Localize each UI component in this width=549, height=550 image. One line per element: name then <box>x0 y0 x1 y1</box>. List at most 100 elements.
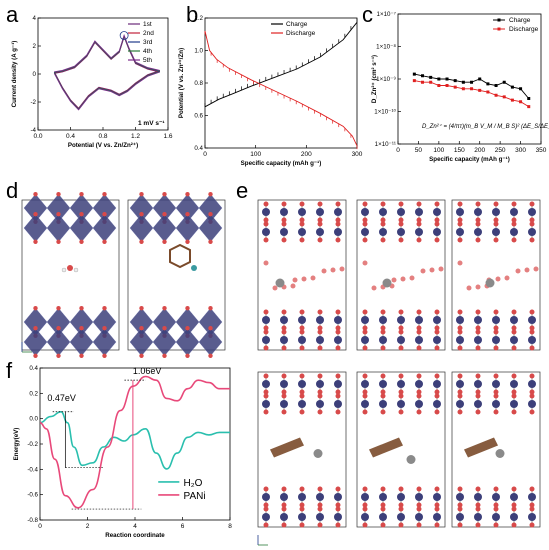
oxygen-atom <box>457 237 463 243</box>
vanadium-atom <box>262 400 270 408</box>
vanadium-atom <box>528 208 536 216</box>
vo6-octahedron <box>198 213 223 243</box>
oxygen-atom <box>398 217 404 223</box>
oxygen-atom <box>493 373 499 379</box>
oxygen-atom <box>529 325 535 331</box>
oxygen-atom <box>434 221 440 227</box>
vanadium-atom <box>456 513 464 521</box>
vanadium-atom <box>298 336 306 344</box>
oxygen-atom <box>493 345 499 351</box>
water-oxygen <box>330 267 336 273</box>
oxygen-atom <box>475 217 481 223</box>
vanadium-atom <box>280 208 288 216</box>
diffusion-point-charge <box>486 82 490 86</box>
panel-label-b: b <box>186 2 198 27</box>
vanadium-atom <box>361 208 369 216</box>
oxygen-atom <box>317 201 323 207</box>
vanadium-atom <box>298 380 306 388</box>
oxygen-atom <box>529 486 535 492</box>
legend-label: 4th <box>143 48 152 55</box>
vanadium-atom <box>316 228 324 236</box>
oxygen-atom <box>263 389 269 395</box>
y-tick-label: -2 <box>30 99 36 106</box>
oxygen-atom <box>398 309 404 315</box>
oxygen-atom <box>299 506 305 512</box>
vanadium-atom <box>262 336 270 344</box>
vanadium-atom <box>528 380 536 388</box>
oxygen-atom <box>511 486 517 492</box>
oxygen-atom <box>529 345 535 351</box>
oxygen-atom <box>434 345 440 351</box>
hydrogen-atom <box>73 267 79 273</box>
oxygen-atom <box>416 373 422 379</box>
oxygen-atom <box>317 486 323 492</box>
x-tick-label: 1.6 <box>163 133 172 140</box>
barrier-label-h2o: 0.47eV <box>47 393 76 403</box>
oxygen-atom <box>511 409 517 415</box>
oxygen-atom <box>457 217 463 223</box>
oxygen-atom <box>299 393 305 399</box>
diffusion-point-discharge <box>445 84 449 87</box>
y-axis-label: D_Zn²⁺ (cm² s⁻¹) <box>371 55 378 103</box>
y-tick-label: 0.4 <box>29 365 38 372</box>
oxygen-atom <box>299 409 305 415</box>
water-oxygen <box>310 275 316 281</box>
chart-c: 0 50 100 150 200 250 300 350 1×10⁻¹¹ 1×10⁻¹⁰ 1×10⁻… <box>371 11 549 163</box>
oxygen-atom <box>317 221 323 227</box>
oxygen-atom <box>493 217 499 223</box>
oxygen-atom <box>511 201 517 207</box>
oxygen-atom <box>208 192 213 197</box>
vanadium-atom <box>415 513 423 521</box>
diffusion-point-charge <box>527 97 531 100</box>
oxygen-atom <box>102 326 107 331</box>
oxygen-atom <box>362 486 368 492</box>
cv-curve-cycle-5 <box>54 34 161 73</box>
vanadium-atom <box>334 493 342 501</box>
oxygen-atom <box>511 237 517 243</box>
oxygen-atom <box>335 309 341 315</box>
oxygen-atom <box>263 201 269 207</box>
vo6-octahedron <box>23 213 48 243</box>
water-oxygen <box>466 285 472 291</box>
oxygen-atom <box>362 221 368 227</box>
x-tick-label: 200 <box>474 147 485 154</box>
y-tick-label: 0.4 <box>194 145 203 152</box>
oxygen-atom <box>493 237 499 243</box>
oxygen-atom <box>416 522 422 528</box>
oxygen-atom <box>362 309 368 315</box>
water-oxygen <box>371 285 377 291</box>
vanadium-atom <box>397 316 405 324</box>
energy-curve-h2o <box>39 410 230 470</box>
oxygen-atom <box>263 486 269 492</box>
zinc-ion <box>382 278 392 288</box>
oxygen-atom <box>434 486 440 492</box>
oxygen-atom <box>281 502 287 508</box>
oxygen-atom <box>380 502 386 508</box>
oxygen-atom <box>398 409 404 415</box>
oxygen-atom <box>317 237 323 243</box>
oxygen-atom <box>56 212 61 217</box>
oxygen-atom <box>434 389 440 395</box>
oxygen-atom <box>299 325 305 331</box>
vanadium-atom <box>433 228 441 236</box>
vanadium-atom <box>361 316 369 324</box>
water-oxygen <box>290 283 296 289</box>
water-oxygen <box>362 260 368 266</box>
oxygen-atom <box>335 345 341 351</box>
oxygen-atom <box>185 239 190 244</box>
oxygen-atom <box>475 237 481 243</box>
vanadium-atom <box>316 400 324 408</box>
oxygen-atom <box>380 389 386 395</box>
oxygen-atom <box>475 486 481 492</box>
vanadium-atom <box>456 336 464 344</box>
vanadium-atom <box>280 513 288 521</box>
oxygen-atom <box>362 325 368 331</box>
oxygen-atom <box>317 409 323 415</box>
vo6-octahedron <box>129 327 154 357</box>
oxygen-atom <box>529 373 535 379</box>
oxygen-atom <box>380 217 386 223</box>
oxygen-atom <box>263 325 269 331</box>
oxygen-atom <box>281 201 287 207</box>
vanadium-atom <box>280 380 288 388</box>
crystal-structure-e <box>257 199 541 546</box>
